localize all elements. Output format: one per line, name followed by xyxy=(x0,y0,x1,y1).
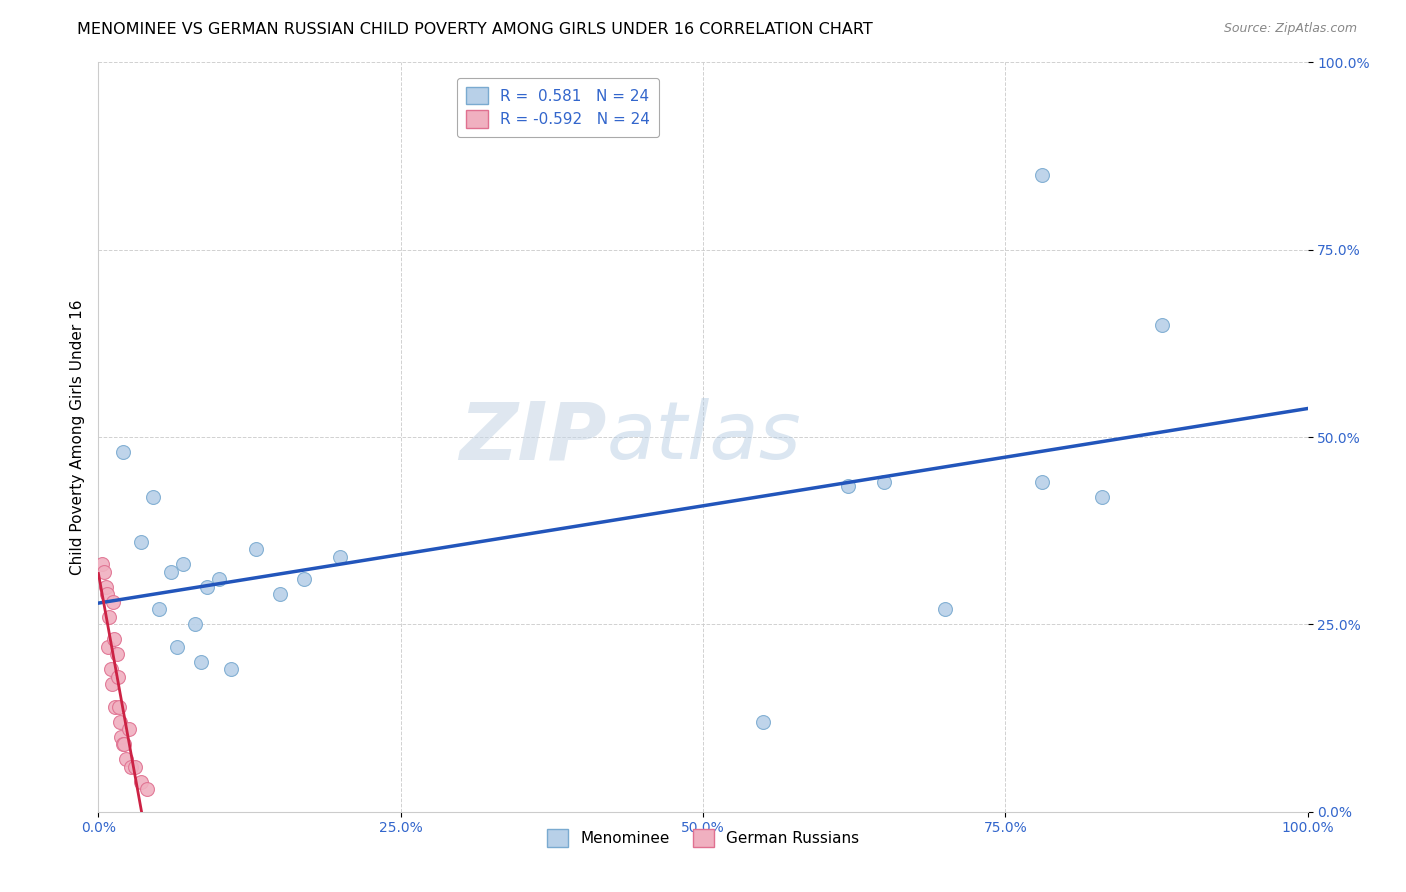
Point xyxy=(873,475,896,489)
Point xyxy=(752,714,775,729)
Point xyxy=(111,737,134,751)
Point xyxy=(108,699,131,714)
Point xyxy=(91,558,114,572)
Legend: Menominee, German Russians: Menominee, German Russians xyxy=(540,823,866,853)
Point xyxy=(292,573,315,587)
Point xyxy=(184,617,207,632)
Point xyxy=(93,565,115,579)
Point xyxy=(118,723,141,737)
Y-axis label: Child Poverty Among Girls Under 16: Child Poverty Among Girls Under 16 xyxy=(69,300,84,574)
Point xyxy=(129,774,152,789)
Point xyxy=(208,573,231,587)
Point xyxy=(124,760,146,774)
Point xyxy=(166,640,188,654)
Point xyxy=(97,640,120,654)
Point xyxy=(98,610,121,624)
Text: Source: ZipAtlas.com: Source: ZipAtlas.com xyxy=(1223,22,1357,36)
Point xyxy=(135,782,157,797)
Point xyxy=(100,677,122,691)
Point xyxy=(160,565,183,579)
Point xyxy=(129,535,152,549)
Point xyxy=(108,714,131,729)
Text: ZIP: ZIP xyxy=(458,398,606,476)
Point xyxy=(195,580,218,594)
Point xyxy=(115,752,138,766)
Point xyxy=(107,670,129,684)
Point xyxy=(120,760,142,774)
Point xyxy=(1031,475,1053,489)
Point xyxy=(103,632,125,647)
Point xyxy=(101,595,124,609)
Point xyxy=(221,662,243,676)
Point xyxy=(837,479,859,493)
Point xyxy=(1031,168,1053,182)
Point xyxy=(142,490,165,504)
Point xyxy=(245,542,267,557)
Point xyxy=(190,655,212,669)
Point xyxy=(329,549,352,564)
Point xyxy=(172,558,194,572)
Point xyxy=(1091,490,1114,504)
Point xyxy=(110,730,132,744)
Text: atlas: atlas xyxy=(606,398,801,476)
Point xyxy=(111,445,134,459)
Point xyxy=(105,648,128,662)
Point xyxy=(269,587,291,601)
Point xyxy=(100,662,122,676)
Point xyxy=(96,587,118,601)
Point xyxy=(104,699,127,714)
Text: MENOMINEE VS GERMAN RUSSIAN CHILD POVERTY AMONG GIRLS UNDER 16 CORRELATION CHART: MENOMINEE VS GERMAN RUSSIAN CHILD POVERT… xyxy=(77,22,873,37)
Point xyxy=(94,580,117,594)
Point xyxy=(934,602,956,616)
Point xyxy=(112,737,135,751)
Point xyxy=(1152,318,1174,332)
Point xyxy=(148,602,170,616)
